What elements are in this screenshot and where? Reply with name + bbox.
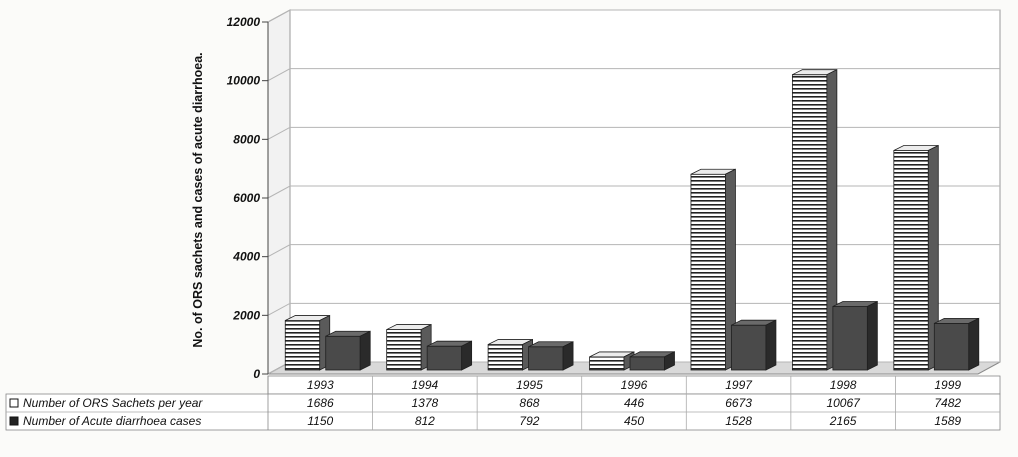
table-category-label: 1995 [516, 378, 543, 392]
gridline [267, 185, 1000, 199]
table-value: 812 [415, 414, 435, 428]
bar-front [386, 329, 422, 371]
gridline [267, 126, 1000, 140]
bar-front [791, 74, 828, 371]
bar-front [426, 345, 463, 371]
bar [791, 69, 838, 371]
y-tick-label: 0 [253, 367, 260, 381]
bar-front [893, 150, 929, 371]
legend-label: Number of ORS Sachets per year [23, 396, 203, 410]
bar-side [359, 330, 371, 371]
bar-front [325, 335, 361, 371]
bar [487, 338, 533, 371]
bar-side [866, 300, 878, 371]
bar [284, 314, 331, 371]
bar-side [664, 351, 675, 371]
data-table: 1993 1686 1150 1994 1378 812 1995 868 792 1996 446… [5, 375, 1001, 431]
y-axis-label: No. of ORS sachets and cases of acute di… [191, 52, 205, 347]
table-value: 1589 [934, 414, 961, 428]
bar [933, 317, 980, 371]
table-value: 450 [624, 414, 644, 428]
bar [325, 330, 371, 371]
bar-side [562, 341, 574, 371]
bar-front [487, 344, 523, 371]
bars [284, 69, 980, 371]
table-value: 6673 [725, 396, 752, 410]
table-value: 10067 [826, 396, 861, 410]
table-value: 2165 [829, 414, 857, 428]
table-category-label: 1993 [307, 378, 334, 392]
y-tick-label: 2000 [232, 308, 260, 322]
table-value: 7482 [934, 396, 961, 410]
bar [731, 319, 777, 371]
gridline [267, 244, 1000, 258]
table-category-label: 1994 [412, 378, 439, 392]
table-value: 1686 [307, 396, 334, 410]
legend-key-diarrhoea [9, 416, 19, 426]
y-tick-label: 12000 [227, 15, 261, 29]
table-value: 792 [519, 414, 539, 428]
y-axis: 0 2000 4000 6000 8000 10000 12000 [227, 15, 269, 381]
bar-front [690, 173, 726, 371]
bar-side [461, 340, 473, 371]
bar-front [731, 324, 767, 371]
bar-front [589, 356, 625, 371]
bar [528, 341, 574, 371]
bar [629, 351, 675, 371]
bar-side [968, 317, 980, 371]
bar [893, 144, 939, 371]
y-tick-label: 6000 [233, 191, 260, 205]
bar-front [528, 346, 564, 371]
bar-front [629, 356, 665, 371]
bar [589, 351, 635, 371]
table-value: 1378 [412, 396, 439, 410]
bar-side [765, 319, 777, 371]
legend-key-ors [9, 398, 19, 408]
table-value: 1150 [307, 414, 333, 428]
chart-walls [267, 9, 1001, 375]
table-category-label: 1997 [725, 378, 753, 392]
table-value: 868 [519, 396, 539, 410]
table-category-label: 1998 [830, 378, 857, 392]
y-tick-label: 10000 [227, 74, 261, 88]
bar [426, 340, 473, 371]
y-tick-label: 4000 [232, 250, 260, 264]
bar [832, 300, 878, 371]
bar-front [284, 320, 321, 371]
gridline [267, 68, 1000, 82]
table-value: 1528 [725, 414, 752, 428]
table-value: 446 [624, 396, 644, 410]
legend-label: Number of Acute diarrhoea cases [23, 414, 201, 428]
gridline [267, 302, 1000, 316]
table-category-label: 1999 [934, 378, 961, 392]
bar-front [933, 322, 970, 371]
table-category-label: 1996 [621, 378, 648, 392]
gridline [267, 9, 1000, 23]
bar [386, 323, 432, 371]
bar-front [832, 306, 868, 371]
bar [690, 168, 736, 371]
y-tick-label: 8000 [233, 132, 260, 146]
